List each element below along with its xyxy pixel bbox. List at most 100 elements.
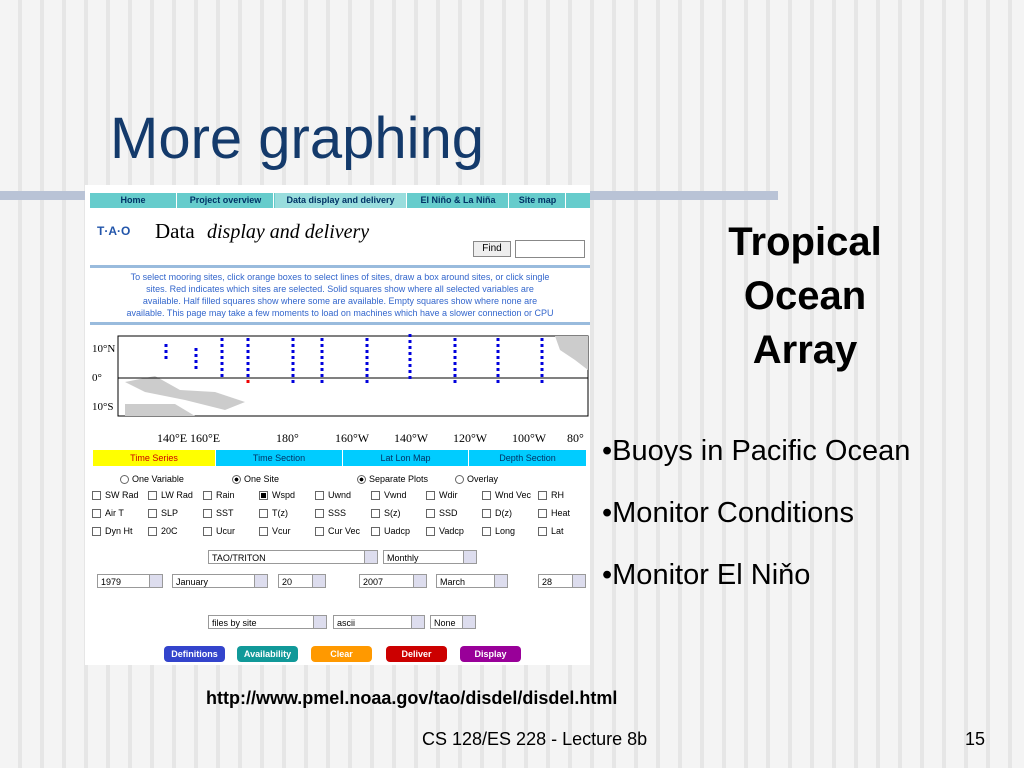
buoy[interactable] [320,374,324,377]
buoy[interactable] [194,366,198,369]
buoy[interactable] [496,362,500,365]
buoy[interactable] [194,348,198,351]
buoy[interactable] [220,344,224,347]
buoy[interactable] [496,356,500,359]
buoy[interactable] [220,338,224,341]
buoy[interactable] [496,350,500,353]
radio[interactable] [120,475,129,484]
checkbox[interactable] [538,491,547,500]
buoy[interactable] [453,374,457,377]
buoy[interactable] [408,370,412,373]
buoy[interactable] [408,352,412,355]
buoy[interactable] [453,344,457,347]
buoy[interactable] [540,344,544,347]
buoy[interactable] [246,368,250,371]
buoy[interactable] [320,338,324,341]
checkbox[interactable] [315,491,324,500]
checkbox[interactable] [426,491,435,500]
buoy[interactable] [496,374,500,377]
radio[interactable] [455,475,464,484]
checkbox[interactable] [371,527,380,536]
nav-tab[interactable]: Site map [510,193,566,208]
buoy[interactable] [408,364,412,367]
action-button[interactable]: Display [460,646,521,662]
buoy[interactable] [408,340,412,343]
buoy[interactable] [194,354,198,357]
checkbox[interactable] [259,527,268,536]
checkbox[interactable] [203,527,212,536]
dropdown[interactable]: None [430,615,476,629]
find-button[interactable]: Find [473,241,511,257]
buoy[interactable] [540,338,544,341]
buoy[interactable] [291,362,295,365]
buoy[interactable] [496,338,500,341]
buoy[interactable] [164,356,168,359]
action-button[interactable]: Availability [237,646,298,662]
checkbox[interactable] [148,527,157,536]
buoy[interactable] [220,374,224,377]
dropdown[interactable]: 1979 [97,574,163,588]
checkbox[interactable] [538,527,547,536]
checkbox[interactable] [482,509,491,518]
checkbox[interactable] [259,509,268,518]
buoy[interactable] [365,344,369,347]
buoy[interactable] [291,356,295,359]
checkbox[interactable] [92,527,101,536]
buoy[interactable] [453,368,457,371]
buoy[interactable] [291,368,295,371]
buoy[interactable] [246,338,250,341]
action-button[interactable]: Definitions [164,646,225,662]
nav-tab[interactable]: Home [90,193,177,208]
buoy[interactable] [453,356,457,359]
buoy[interactable] [540,374,544,377]
buoy[interactable] [365,350,369,353]
dropdown[interactable]: January [172,574,268,588]
buoy[interactable] [408,346,412,349]
checkbox[interactable] [92,491,101,500]
plot-tab[interactable]: Lat Lon Map [343,450,469,466]
buoy[interactable] [246,344,250,347]
buoy[interactable] [320,362,324,365]
checkbox[interactable] [315,527,324,536]
buoy[interactable] [246,374,250,377]
buoy[interactable] [246,362,250,365]
buoy[interactable] [246,350,250,353]
buoy[interactable] [453,350,457,353]
checkbox[interactable] [92,509,101,518]
buoy[interactable] [365,356,369,359]
checkbox[interactable] [482,491,491,500]
buoy[interactable] [408,376,412,379]
checkbox[interactable] [148,491,157,500]
radio[interactable] [357,475,366,484]
dropdown[interactable]: ascii [333,615,425,629]
find-input[interactable] [515,240,585,258]
buoy[interactable] [365,380,369,383]
plot-tab[interactable]: Time Series [93,450,216,466]
buoy[interactable] [408,334,412,337]
buoy[interactable] [246,380,250,383]
checkbox[interactable] [203,509,212,518]
checkbox[interactable] [315,509,324,518]
buoy[interactable] [246,356,250,359]
action-button[interactable]: Deliver [386,646,447,662]
buoy[interactable] [320,350,324,353]
buoy[interactable] [291,344,295,347]
buoy[interactable] [320,368,324,371]
checkbox[interactable] [371,491,380,500]
buoy[interactable] [220,368,224,371]
buoy[interactable] [365,362,369,365]
buoy[interactable] [320,380,324,383]
buoy[interactable] [220,350,224,353]
checkbox[interactable] [203,491,212,500]
buoy[interactable] [291,350,295,353]
checkbox[interactable] [426,527,435,536]
nav-tab[interactable]: Project overview [178,193,274,208]
plot-tab[interactable]: Depth Section [469,450,587,466]
dropdown[interactable]: TAO/TRITON [208,550,378,564]
buoy[interactable] [453,380,457,383]
buoy[interactable] [164,344,168,347]
buoy[interactable] [220,362,224,365]
nav-tab[interactable]: El Niño & La Niña [408,193,509,208]
dropdown[interactable]: March [436,574,508,588]
buoy[interactable] [194,360,198,363]
